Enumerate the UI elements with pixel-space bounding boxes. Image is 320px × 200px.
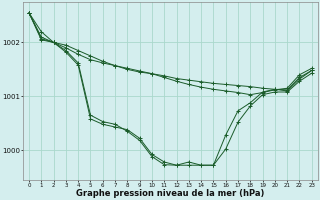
X-axis label: Graphe pression niveau de la mer (hPa): Graphe pression niveau de la mer (hPa) [76,189,265,198]
